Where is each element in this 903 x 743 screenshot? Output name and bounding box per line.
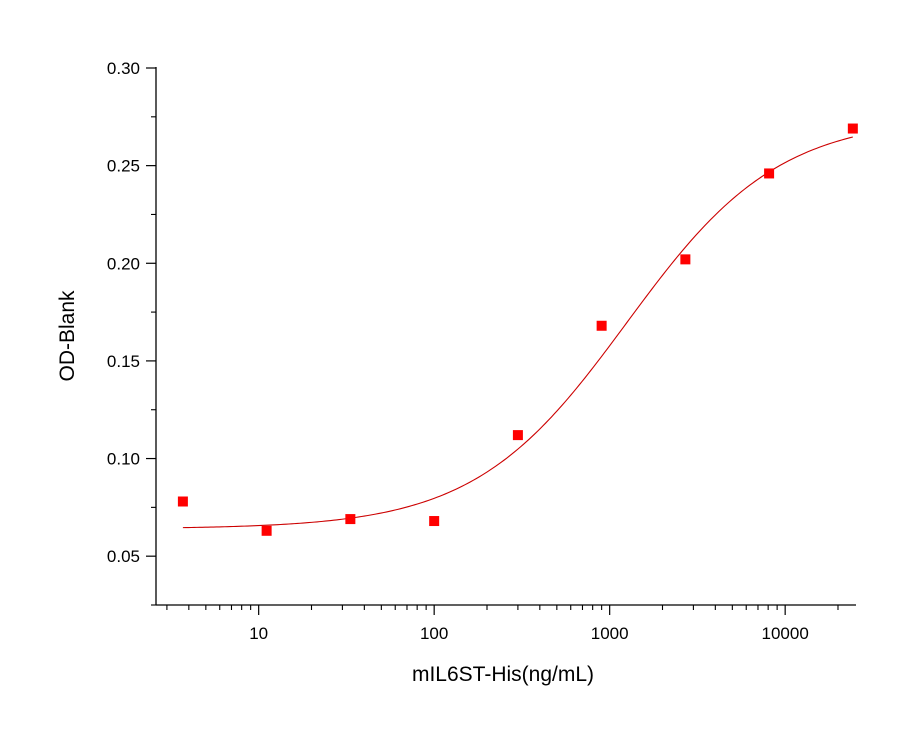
data-point [596, 320, 607, 331]
data-point [177, 496, 188, 507]
data-point [680, 254, 691, 265]
y-tick-label: 0.15 [107, 352, 140, 371]
y-tick-label: 0.30 [107, 59, 140, 78]
data-point [345, 514, 356, 525]
x-tick-label: 10 [249, 624, 268, 643]
data-point [512, 430, 523, 441]
x-axis-title: mIL6ST-His(ng/mL) [412, 663, 594, 686]
data-point [764, 168, 775, 179]
x-tick-label: 10000 [762, 624, 809, 643]
y-tick-label: 0.25 [107, 157, 140, 176]
x-tick-label: 100 [420, 624, 448, 643]
fit-curve-layer [182, 136, 853, 529]
y-axis-title: OD-Blank [56, 290, 79, 382]
y-tick-label: 0.05 [107, 547, 140, 566]
axes: 0.05 0.10 0.15 0.20 0.25 0.30 10 100 1000 10000 [107, 59, 856, 643]
data-point [261, 525, 272, 536]
y-tick-label: 0.10 [107, 450, 140, 469]
data-point [847, 123, 858, 134]
fit-curve [182, 136, 853, 529]
x-tick-label: 1000 [591, 624, 629, 643]
data-point [429, 516, 440, 527]
y-tick-label: 0.20 [107, 254, 140, 273]
data-points-layer [177, 123, 858, 536]
